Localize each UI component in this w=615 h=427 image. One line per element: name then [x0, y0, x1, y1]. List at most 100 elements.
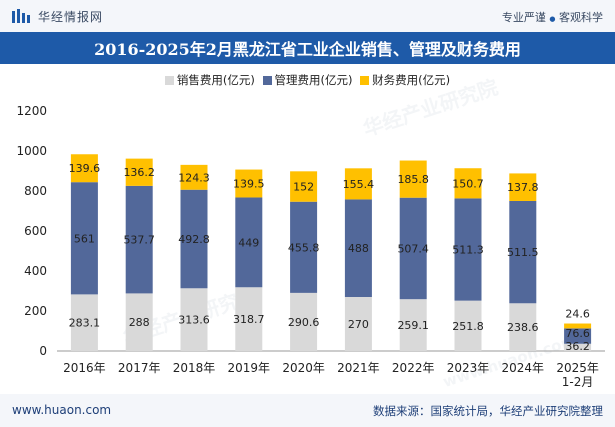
data-label-sales: 270 — [348, 318, 369, 331]
data-label-finance: 24.6 — [565, 308, 590, 321]
x-tick-label: 2016年 — [63, 361, 106, 375]
tagline-right: 客观科学 — [559, 11, 603, 24]
bar-sales — [399, 299, 427, 351]
legend-swatch-sales — [164, 76, 174, 85]
top-bar — [0, 0, 615, 32]
legend-label-sales: 销售费用(亿元) — [176, 73, 255, 87]
data-label-management: 449 — [238, 236, 259, 249]
data-label-finance: 139.5 — [233, 178, 265, 191]
stacked-bar-chart: 0 200 400 600 800 1000 1200 283.1 561 139.6 2016年 2… — [16, 104, 605, 389]
data-label-sales: 318.7 — [233, 313, 265, 326]
y-tick-label: 1200 — [16, 104, 47, 118]
bar-management — [290, 201, 318, 293]
legend-item-finance: 财务费用(亿元) — [360, 72, 450, 88]
bar-sales — [290, 292, 318, 351]
bar-sales — [125, 293, 153, 351]
footer-url: www.huaon.com — [12, 403, 112, 417]
x-tick-label: 2021年 — [337, 361, 380, 375]
bar-management — [509, 200, 537, 304]
x-tick-label: 2019年 — [228, 361, 271, 375]
data-label-management: 561 — [74, 232, 95, 245]
tagline-separator: ● — [549, 15, 556, 23]
legend-swatch-finance — [360, 76, 370, 85]
y-tick-label: 0 — [39, 344, 47, 358]
chart-title: 2016-2025年2月黑龙江省工业企业销售、管理及财务费用 — [94, 40, 521, 59]
bar-finance — [125, 158, 153, 186]
bar-sales — [344, 297, 372, 351]
x-tick-label: 1-2月 — [562, 375, 594, 389]
data-label-management: 492.8 — [178, 233, 210, 246]
bar-management — [564, 328, 592, 344]
x-tick-label: 2023年 — [447, 361, 490, 375]
data-label-finance: 155.4 — [343, 178, 375, 191]
bar-finance — [235, 169, 263, 198]
legend-label-management: 管理费用(亿元) — [274, 73, 353, 87]
data-label-management: 511.5 — [507, 246, 539, 259]
data-label-sales: 36.2 — [565, 340, 590, 353]
footer-source: 数据来源：国家统计局，华经产业研究院整理 — [373, 404, 603, 418]
bar-finance — [399, 160, 427, 198]
bar-finance — [454, 168, 482, 199]
data-label-sales: 313.6 — [178, 314, 210, 327]
bar-management — [70, 182, 98, 295]
legend-swatch-management — [262, 76, 272, 85]
data-label-sales: 290.6 — [288, 316, 320, 329]
y-tick-label: 400 — [24, 264, 47, 278]
brand-name: 华经情报网 — [38, 10, 104, 24]
x-tick-label: 2022年 — [392, 361, 435, 375]
legend-item-sales: 销售费用(亿元) — [164, 72, 255, 88]
bar-finance — [290, 171, 318, 202]
bar-management — [125, 185, 153, 294]
tagline-left: 专业严谨 — [501, 11, 546, 24]
chart-legend: 销售费用(亿元) 管理费用(亿元) 财务费用(亿元) — [0, 72, 615, 88]
data-label-management: 511.3 — [452, 244, 484, 257]
x-tick-label: 2024年 — [502, 361, 545, 375]
legend-item-management: 管理费用(亿元) — [262, 72, 353, 88]
data-label-management: 76.6 — [565, 327, 590, 340]
x-tick-label: 2020年 — [282, 361, 325, 375]
bar-sales — [70, 294, 98, 351]
y-tick-label: 200 — [24, 304, 47, 318]
data-label-finance: 136.2 — [123, 166, 155, 179]
huajing-logo-icon — [12, 9, 30, 23]
data-label-management: 537.7 — [123, 234, 155, 247]
data-label-sales: 259.1 — [397, 319, 429, 332]
title-bar — [0, 32, 615, 64]
bar-finance — [70, 154, 98, 183]
data-label-management: 455.8 — [288, 241, 320, 254]
data-label-finance: 152 — [293, 181, 314, 194]
data-label-finance: 185.8 — [397, 173, 429, 186]
bar-sales — [454, 300, 482, 351]
bar-management — [344, 199, 372, 297]
footer-bar — [0, 394, 615, 427]
data-label-management: 488 — [348, 242, 369, 255]
bar-sales — [509, 303, 537, 351]
bar-finance — [509, 173, 537, 201]
bar-management — [235, 197, 263, 288]
bar-sales — [235, 287, 263, 351]
data-label-sales: 251.8 — [452, 320, 484, 333]
tagline: 专业严谨 ● 客观科学 — [502, 9, 603, 25]
bar-finance — [180, 164, 208, 190]
bar-management — [180, 189, 208, 289]
data-label-management: 507.4 — [397, 242, 429, 255]
data-label-finance: 139.6 — [69, 162, 101, 175]
x-tick-label: 2018年 — [173, 361, 216, 375]
x-tick-label: 2017年 — [118, 361, 161, 375]
data-label-finance: 124.3 — [178, 171, 210, 184]
y-tick-label: 800 — [24, 184, 47, 198]
bar-finance — [344, 168, 372, 200]
data-label-sales: 238.6 — [507, 321, 539, 334]
bar-management — [399, 197, 427, 300]
data-label-sales: 283.1 — [69, 317, 101, 330]
data-label-finance: 137.8 — [507, 181, 539, 194]
data-label-finance: 150.7 — [452, 177, 484, 190]
bar-sales — [564, 343, 592, 351]
y-tick-label: 1000 — [16, 144, 47, 158]
bar-sales — [180, 288, 208, 351]
bar-finance — [564, 323, 592, 329]
legend-label-finance: 财务费用(亿元) — [372, 73, 451, 87]
bar-management — [454, 198, 482, 301]
y-tick-label: 600 — [24, 224, 47, 238]
data-label-sales: 288 — [129, 316, 150, 329]
